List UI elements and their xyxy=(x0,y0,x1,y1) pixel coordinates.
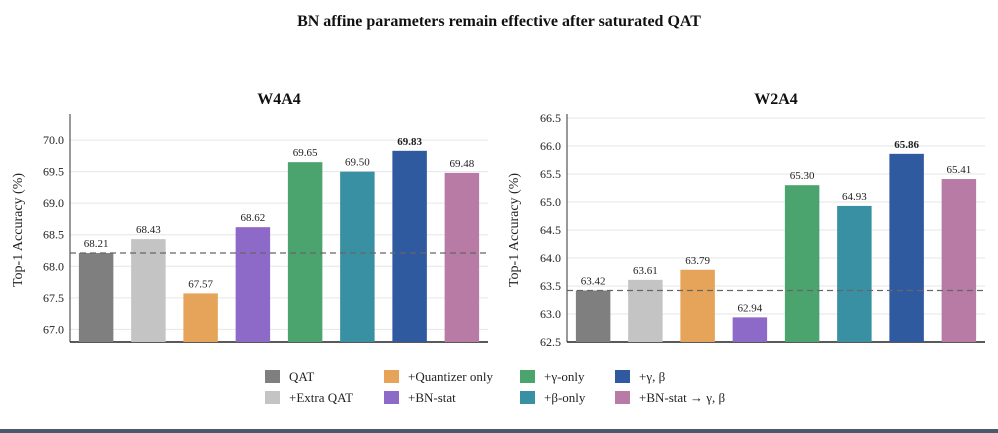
chart-panel-1: 62.5 63.0 63.5 64.0 64.5 65.0 65.5 66.0 66.5 W2A4… xyxy=(507,91,985,349)
legend-label: +Quantizer only xyxy=(408,369,493,384)
bar-7 xyxy=(889,153,924,342)
y-tick-label: 64.5 xyxy=(540,223,561,237)
y-tick-label: 69.5 xyxy=(43,165,64,179)
bar-value-label: 69.50 xyxy=(345,157,370,169)
bar-2 xyxy=(131,239,166,342)
legend-label: +β-only xyxy=(544,390,586,405)
legend-item: +γ, β xyxy=(615,369,666,384)
bar-1 xyxy=(575,290,611,342)
bar-5 xyxy=(784,185,820,342)
bar-value-label: 67.57 xyxy=(188,278,213,290)
y-tick-label: 66.0 xyxy=(540,139,561,153)
bar-3 xyxy=(183,293,218,342)
bar-value-label: 68.43 xyxy=(136,224,161,236)
y-tick-label: 63.5 xyxy=(540,279,561,293)
legend-item: +γ-only xyxy=(520,369,585,384)
legend-swatch xyxy=(265,370,280,383)
bar-3 xyxy=(680,269,715,342)
legend-item: +β-only xyxy=(520,390,586,405)
bar-value-label: 68.62 xyxy=(241,212,266,224)
legend-swatch xyxy=(265,391,280,404)
bar-4 xyxy=(732,317,768,342)
y-tick-label: 63.0 xyxy=(540,307,561,321)
bar-value-label: 65.86 xyxy=(894,139,919,151)
legend-swatch xyxy=(520,370,535,383)
legend: QAT +Extra QAT +Quantizer only +BN-stat +γ-o… xyxy=(265,369,726,405)
y-tick-label: 62.5 xyxy=(540,335,561,349)
y-axis-label: Top-1 Accuracy (%) xyxy=(11,173,26,287)
legend-label: +BN-stat → γ, β xyxy=(639,390,726,405)
legend-swatch xyxy=(384,391,399,404)
y-tick-label: 68.0 xyxy=(43,259,64,273)
bar-value-label: 62.94 xyxy=(738,302,763,314)
bottom-divider xyxy=(0,429,998,433)
y-axis-label: Top-1 Accuracy (%) xyxy=(507,173,522,287)
bar-1 xyxy=(78,253,114,342)
y-tick-label: 68.5 xyxy=(43,228,64,242)
bar-value-label: 63.79 xyxy=(685,255,710,267)
legend-item: +Quantizer only xyxy=(384,369,493,384)
legend-item: +BN-stat → γ, β xyxy=(615,390,726,405)
y-tick-label: 69.0 xyxy=(43,196,64,210)
bar-value-label: 69.48 xyxy=(450,158,475,170)
legend-item: +BN-stat xyxy=(384,390,456,405)
y-tick-label: 70.0 xyxy=(43,133,64,147)
y-tick-label: 67.0 xyxy=(43,322,64,336)
legend-item: QAT xyxy=(265,369,314,384)
legend-label: +γ-only xyxy=(544,369,585,384)
bar-value-label: 65.41 xyxy=(947,164,972,176)
y-tick-label: 64.0 xyxy=(540,251,561,265)
legend-label: +BN-stat xyxy=(408,390,456,405)
legend-swatch xyxy=(615,370,630,383)
chart-panel-0: 67.0 67.5 68.0 68.5 69.0 69.5 70.0 W4A4 Top-1 Ac… xyxy=(11,91,488,343)
bar-value-label: 64.93 xyxy=(842,191,867,203)
legend-swatch xyxy=(615,391,630,404)
bar-7 xyxy=(392,150,427,342)
bar-8 xyxy=(444,172,480,342)
bar-value-label: 68.21 xyxy=(84,238,109,250)
bar-6 xyxy=(837,205,872,342)
panel-title: W4A4 xyxy=(257,91,301,108)
bar-value-label: 63.61 xyxy=(633,265,658,277)
bar-value-label: 69.65 xyxy=(293,147,318,159)
figure-title: BN affine parameters remain effective af… xyxy=(297,13,701,30)
bar-2 xyxy=(628,279,663,342)
y-tick-label: 66.5 xyxy=(540,111,561,125)
legend-label: +Extra QAT xyxy=(289,390,353,405)
y-tick-label: 65.5 xyxy=(540,167,561,181)
chart-panels: 67.0 67.5 68.0 68.5 69.0 69.5 70.0 W4A4 Top-1 Ac… xyxy=(11,91,985,349)
legend-label: QAT xyxy=(289,369,314,384)
legend-swatch xyxy=(384,370,399,383)
bar-value-label: 63.42 xyxy=(581,275,606,287)
bar-8 xyxy=(941,179,977,342)
legend-label: +γ, β xyxy=(639,369,666,384)
bar-value-label: 69.83 xyxy=(397,136,422,148)
panel-title: W2A4 xyxy=(754,91,798,108)
legend-swatch xyxy=(520,391,535,404)
bar-value-label: 65.30 xyxy=(790,170,815,182)
bar-4 xyxy=(235,227,271,342)
bar-5 xyxy=(287,162,323,342)
legend-item: +Extra QAT xyxy=(265,390,353,405)
y-tick-label: 67.5 xyxy=(43,291,64,305)
bar-6 xyxy=(340,171,375,342)
y-tick-label: 65.0 xyxy=(540,195,561,209)
